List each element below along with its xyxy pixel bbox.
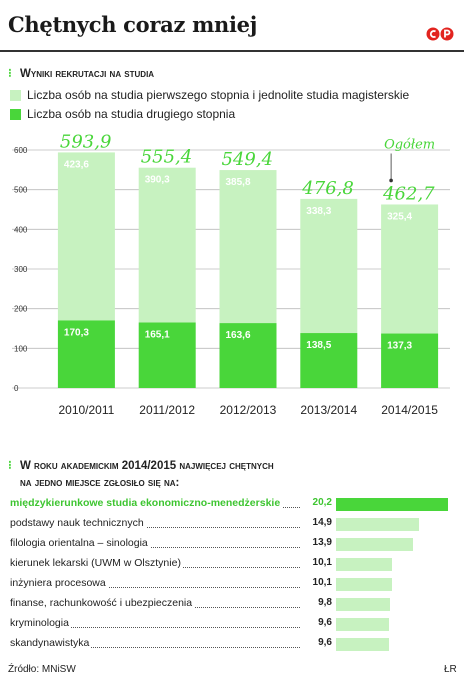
total-annotation: Ogółem: [384, 137, 435, 152]
bar-value-label: 170,3: [64, 327, 89, 338]
ranking-row: międzykierunkowe studia ekonomiczno-mene…: [10, 497, 450, 513]
bar-segment-first-degree: [138, 167, 196, 323]
bar-segment-second-degree: [381, 333, 439, 388]
x-category-label: 2011/2012: [139, 403, 195, 417]
ranking-bar: [336, 538, 414, 551]
bar-segment-first-degree: [57, 152, 115, 321]
ranking-value: 13,9: [300, 537, 332, 548]
title-rule: [0, 50, 464, 52]
ranking-name: inżyniera procesowa: [10, 577, 108, 589]
bar-value-label: 390,3: [145, 175, 170, 186]
ranking-row: kryminologia 9,6: [10, 617, 450, 633]
bar-value-label: 325,4: [387, 211, 412, 222]
ranking-name: kierunek lekarski (UWM w Olsztynie): [10, 557, 183, 569]
bar-segment-second-degree: [300, 333, 358, 388]
ranking-value: 10,1: [300, 577, 332, 588]
bar-segment-second-degree: [219, 323, 277, 388]
ranking-bar: [336, 578, 392, 591]
bar-value-label: 163,6: [226, 330, 251, 341]
stacked-bar-chart: 600 500 400 300 200 100 0 423,6 170,3 593,9 2010/2…: [12, 131, 450, 417]
y-tick-label: 400: [14, 225, 28, 234]
leader-dots: [10, 627, 306, 628]
annotation-leader-dot: [389, 178, 393, 183]
leader-dots: [10, 587, 306, 588]
bar-segment-second-degree: [138, 322, 196, 388]
x-category-label: 2012/2013: [220, 403, 277, 417]
ranking-bar: [336, 618, 390, 631]
ranking-value: 9,8: [300, 597, 332, 608]
ranking-value: 9,6: [300, 617, 332, 628]
ranking-row: filologia orientalna – sinologia 13,9: [10, 537, 450, 553]
ranking-row: skandynawistyka 9,6: [10, 637, 450, 653]
legend-item-first: Liczba osób na studia pierwszego stopnia…: [10, 88, 409, 102]
total-value-label: 555,4: [141, 147, 193, 168]
ranking-heading-line1: W roku akademickim 2014/2015 najwięcej c…: [20, 460, 274, 472]
bullet-icon: ⁝: [8, 66, 12, 80]
total-value-label: 476,8: [301, 178, 354, 199]
legend-swatch-light: [10, 89, 21, 101]
ranking-bar: [336, 558, 392, 571]
ranking-name: finanse, rachunkowość i ubezpieczenia: [10, 597, 195, 609]
y-tick-label: 600: [14, 146, 28, 155]
bar-value-label: 385,8: [226, 177, 251, 188]
total-value-label: 593,9: [60, 131, 112, 152]
leader-dots: [10, 527, 306, 528]
y-tick-label: 100: [14, 344, 28, 353]
author-credit: ŁR: [444, 664, 457, 675]
ranking-bar: [336, 498, 448, 511]
legend-swatch-dark: [10, 108, 21, 120]
bullet-icon: ⁝: [8, 458, 12, 472]
bar-segment-second-degree: [57, 320, 115, 388]
y-tick-label: 300: [14, 265, 28, 274]
ranking-value: 20,2: [300, 497, 332, 508]
ranking-value: 14,9: [300, 517, 332, 528]
y-tick-label: 0: [14, 384, 19, 393]
ranking-heading-line2: na jedno miejsce zgłosiło się na:: [20, 477, 180, 489]
bar-segment-first-degree: [219, 170, 277, 324]
ranking-name: kryminologia: [10, 617, 71, 629]
ranking-name: międzykierunkowe studia ekonomiczno-mene…: [10, 497, 283, 509]
total-value-label: 549,4: [222, 149, 274, 170]
section-heading-text: Wyniki rekrutacji na studia: [20, 68, 155, 80]
legend-item-second: Liczba osób na studia drugiego stopnia: [10, 107, 235, 121]
leader-dots: [10, 647, 306, 648]
bar-value-label: 165,1: [145, 330, 170, 341]
bar-segment-first-degree: [300, 198, 358, 334]
ranking-value: 9,6: [300, 637, 332, 648]
x-category-label: 2010/2011: [58, 403, 114, 417]
ranking-row: podstawy nauk technicznych 14,9: [10, 517, 450, 533]
x-category-label: 2013/2014: [300, 403, 357, 417]
legend-label-first: Liczba osób na studia pierwszego stopnia…: [27, 88, 410, 102]
ranking-name: filologia orientalna – sinologia: [10, 537, 150, 549]
x-category-label: 2014/2015: [381, 403, 438, 417]
y-tick-label: 200: [14, 305, 28, 314]
bar-segment-first-degree: [381, 204, 439, 334]
legend-label-second: Liczba osób na studia drugiego stopnia: [27, 107, 236, 121]
leader-dots: [10, 547, 306, 548]
y-tick-label: 500: [14, 186, 28, 195]
section-heading-ranking: ⁝ W roku akademickim 2014/2015 najwięcej …: [8, 458, 274, 492]
ranking-bar: [336, 598, 391, 611]
total-value-label: 462,7: [382, 183, 435, 204]
bar-value-label: 138,5: [306, 340, 331, 351]
ranking-bar: [336, 638, 390, 651]
bar-value-label: 137,3: [387, 341, 412, 352]
page-title: Chętnych coraz mniej: [8, 12, 258, 37]
bar-value-label: 338,3: [306, 206, 331, 217]
source-note: Źródło: MNiSW: [8, 664, 76, 675]
ranking-row: inżyniera procesowa 10,1: [10, 577, 450, 593]
ranking-row: finanse, rachunkowość i ubezpieczenia 9,8: [10, 597, 450, 613]
ranking-bar: [336, 518, 419, 531]
section-heading-recruitment: ⁝ Wyniki rekrutacji na studia: [8, 66, 155, 80]
ranking-row: kierunek lekarski (UWM w Olsztynie) 10,1: [10, 557, 450, 573]
bar-value-label: 423,6: [64, 159, 89, 170]
ranking-name: skandynawistyka: [10, 637, 92, 649]
publisher-logo-icon: [426, 27, 454, 41]
ranking-value: 10,1: [300, 557, 332, 568]
ranking-name: podstawy nauk technicznych: [10, 517, 146, 529]
